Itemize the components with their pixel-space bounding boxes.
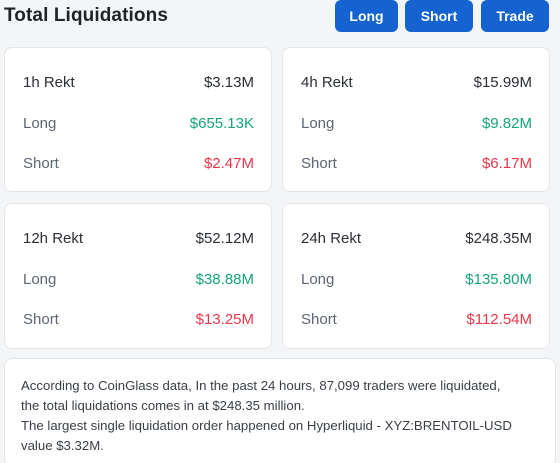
header: Total Liquidations Long Short Trade [0,0,560,36]
card-total-value: $248.35M [465,230,532,247]
card-long-value: $9.82M [481,115,532,132]
card-total-row: 12h Rekt $52.12M [23,230,254,247]
card-period-label: 12h Rekt [23,230,84,247]
short-button[interactable]: Short [405,0,473,32]
page-title: Total Liquidations [4,5,168,26]
card-long-row: Long $135.80M [301,271,532,288]
summary-line: The largest single liquidation order hap… [21,418,512,433]
card-total-row: 4h Rekt $15.99M [301,74,532,91]
summary-line: value $3.32M. [21,438,104,453]
card-long-value: $655.13K [189,115,254,132]
card-short-label: Short [23,155,59,172]
card-long-label: Long [301,271,335,288]
summary-line: the total liquidations comes in at $248.… [21,398,305,413]
card-short-label: Short [23,311,59,328]
card-short-label: Short [301,155,337,172]
card-long-row: Long $655.13K [23,115,254,132]
card-total-value: $52.12M [195,230,254,247]
long-button[interactable]: Long [335,0,398,32]
trade-button[interactable]: Trade [481,0,549,32]
card-long-value: $38.88M [195,271,254,288]
liquidation-card-1h: 1h Rekt $3.13M Long $655.13K Short $2.47… [4,47,272,192]
card-short-row: Short $6.17M [301,155,532,172]
liquidation-card-12h: 12h Rekt $52.12M Long $38.88M Short $13.… [4,203,272,349]
card-long-label: Long [23,115,57,132]
card-short-label: Short [301,311,337,328]
card-short-value: $13.25M [195,311,254,328]
card-total-value: $3.13M [203,74,254,91]
card-short-row: Short $13.25M [23,311,254,328]
card-total-value: $15.99M [473,74,532,91]
card-short-row: Short $2.47M [23,155,254,172]
card-period-label: 4h Rekt [301,74,353,91]
card-total-row: 24h Rekt $248.35M [301,230,532,247]
card-short-value: $112.54M [466,311,532,328]
liquidation-card-24h: 24h Rekt $248.35M Long $135.80M Short $1… [282,203,550,349]
card-long-row: Long $9.82M [301,115,532,132]
summary-line: According to CoinGlass data, In the past… [21,378,501,393]
card-long-row: Long $38.88M [23,271,254,288]
card-period-label: 24h Rekt [301,230,362,247]
card-long-value: $135.80M [465,271,532,288]
card-short-value: $6.17M [481,155,532,172]
card-period-label: 1h Rekt [23,74,75,91]
card-total-row: 1h Rekt $3.13M [23,74,254,91]
card-short-row: Short $112.54M [301,311,532,328]
card-long-label: Long [301,115,335,132]
liquidation-summary: According to CoinGlass data, In the past… [4,358,556,463]
liquidation-card-4h: 4h Rekt $15.99M Long $9.82M Short $6.17M [282,47,550,192]
card-short-value: $2.47M [203,155,254,172]
card-long-label: Long [23,271,57,288]
